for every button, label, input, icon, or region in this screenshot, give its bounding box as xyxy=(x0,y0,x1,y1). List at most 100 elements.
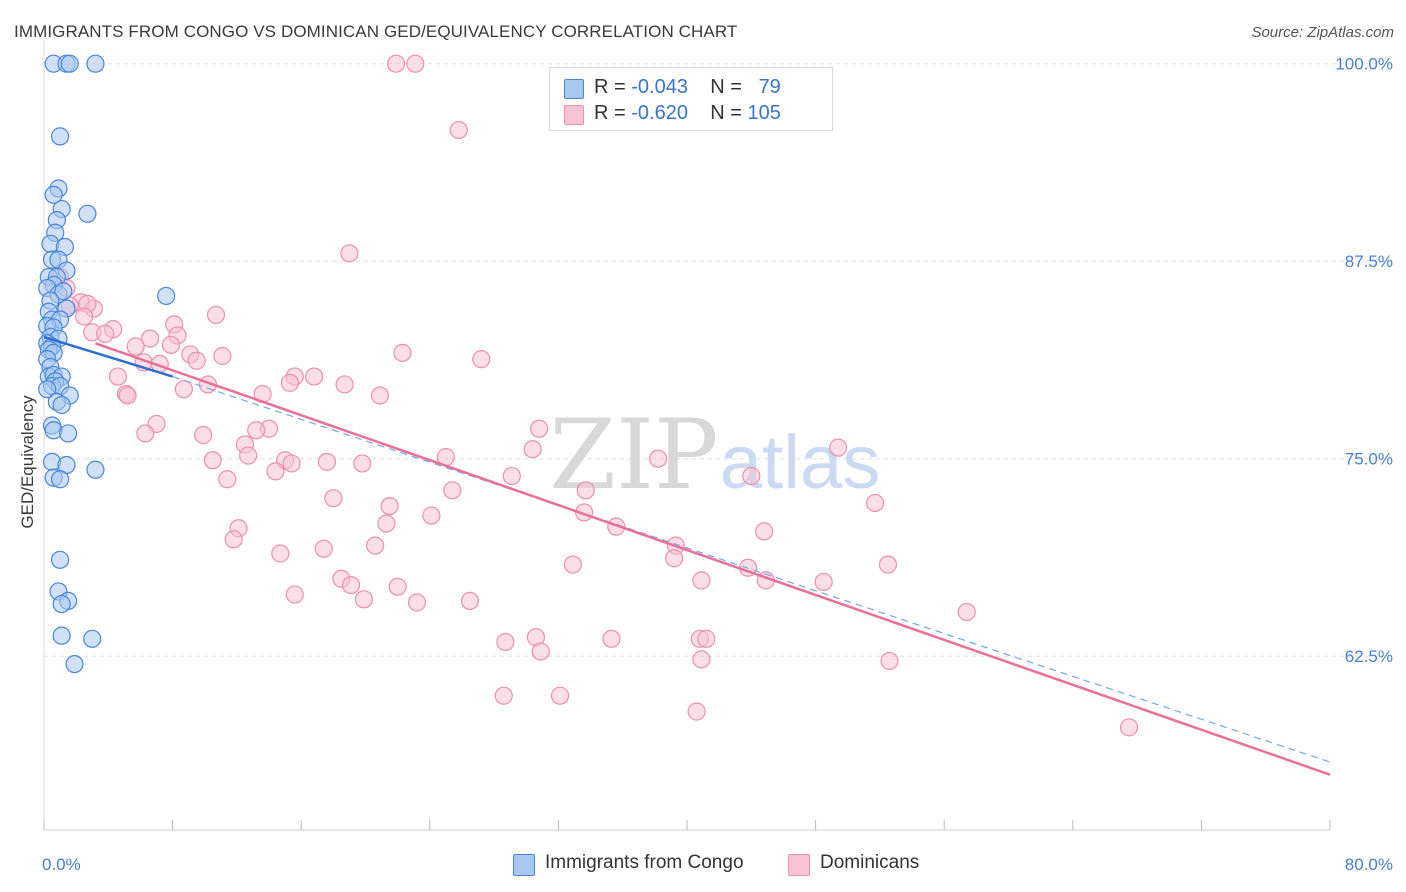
congo-point xyxy=(52,594,71,614)
dominican-point xyxy=(126,337,145,356)
dominican-point xyxy=(380,497,399,516)
dominican-point xyxy=(665,549,684,568)
dominican-point xyxy=(317,452,337,471)
axes xyxy=(43,40,1331,831)
legend-swatch-congo xyxy=(513,854,535,876)
grid-lines xyxy=(44,63,1394,657)
dominican-point xyxy=(494,686,513,705)
dominican-point xyxy=(755,522,774,541)
dominican-point xyxy=(563,555,582,574)
dominican-point xyxy=(161,335,181,355)
dominican-point xyxy=(880,651,899,671)
dominican-point xyxy=(550,686,570,705)
congo-points xyxy=(38,54,176,674)
dominican-point xyxy=(239,446,258,465)
congo-point xyxy=(86,460,105,479)
dominican-point xyxy=(523,440,542,459)
congo-trend-line xyxy=(43,335,173,378)
dominican-point xyxy=(449,120,468,140)
dominican-point xyxy=(407,593,427,612)
dominican-point xyxy=(187,351,206,370)
dominican-point xyxy=(140,329,160,348)
chart-title: IMMIGRANTS FROM CONGO VS DOMINICAN GED/E… xyxy=(14,22,738,41)
congo-point xyxy=(86,54,105,73)
y-tick-label: 75.0% xyxy=(1345,450,1393,469)
watermark: ZIP atlas xyxy=(549,399,880,511)
legend-label-dominican: Dominicans xyxy=(820,852,920,873)
congo-point xyxy=(50,470,70,489)
dominican-point xyxy=(203,451,222,470)
x-tick-label: 80.0% xyxy=(1345,855,1393,874)
watermark-atlas: atlas xyxy=(720,420,881,505)
dominican-point xyxy=(393,343,412,362)
dominican-point xyxy=(865,493,885,513)
dominican-point xyxy=(814,572,833,592)
legend-r-value-dominican: -0.620 xyxy=(631,102,688,124)
dominican-trend-line xyxy=(95,342,1331,776)
legend-r-label: R = xyxy=(594,76,626,98)
dominican-point xyxy=(282,454,301,473)
dominican-point xyxy=(335,375,354,394)
y-axis-label: GED/Equivalency xyxy=(18,395,37,529)
dominican-point xyxy=(496,632,515,652)
congo-point xyxy=(54,282,73,301)
dominican-point xyxy=(218,470,237,489)
dominican-point xyxy=(692,571,711,590)
dominican-point xyxy=(95,324,115,343)
dominican-point xyxy=(194,425,213,445)
dominican-point xyxy=(502,466,521,486)
dominican-point xyxy=(370,386,390,405)
dominican-point xyxy=(530,419,549,438)
congo-point xyxy=(78,204,97,223)
dominican-point xyxy=(602,629,621,648)
congo-point xyxy=(38,380,57,399)
dominican-point xyxy=(687,702,706,721)
dominican-point xyxy=(353,454,372,473)
y-tick-label: 87.5% xyxy=(1345,252,1393,271)
dominican-point xyxy=(108,367,128,386)
tick-labels: 100.0% 87.5% 75.0% 62.5% 0.0% 80.0% xyxy=(42,55,1393,874)
congo-point xyxy=(83,629,102,648)
dominican-point xyxy=(304,367,324,386)
dominican-point xyxy=(648,449,668,468)
dominican-point xyxy=(341,575,361,595)
dominican-point xyxy=(443,481,462,500)
dominican-point xyxy=(406,54,425,73)
dominican-point xyxy=(324,489,343,508)
dominican-point xyxy=(266,462,285,481)
legend-n-value-congo: 79 xyxy=(758,76,781,98)
dominican-point xyxy=(692,650,711,669)
congo-point xyxy=(52,626,71,645)
source-label: Source: ZipAtlas.com xyxy=(1251,24,1394,41)
legend-swatch-congo xyxy=(564,79,584,99)
dominican-point xyxy=(285,585,304,604)
congo-point xyxy=(50,127,70,146)
dominican-point xyxy=(280,373,300,392)
legend-r-value-congo: -0.043 xyxy=(631,76,688,98)
legend-swatch-dominican xyxy=(564,105,584,125)
dominican-point xyxy=(224,530,243,549)
dominican-point xyxy=(422,506,441,525)
dominican-point xyxy=(472,350,491,369)
dominican-point xyxy=(340,244,359,263)
congo-point xyxy=(52,395,71,415)
watermark-zip: ZIP xyxy=(549,399,718,511)
y-tick-label: 62.5% xyxy=(1345,647,1393,666)
legend-swatch-dominican xyxy=(788,854,810,876)
congo-point xyxy=(50,550,70,569)
dominican-point xyxy=(314,539,333,558)
dominican-point xyxy=(136,424,155,443)
congo-point xyxy=(60,54,79,73)
y-tick-label: 100.0% xyxy=(1335,55,1393,74)
legend-label-congo: Immigrants from Congo xyxy=(545,852,744,873)
trend-lines xyxy=(43,335,1331,776)
dominican-point xyxy=(388,577,407,596)
x-tick-label: 0.0% xyxy=(42,855,81,874)
dominican-point xyxy=(460,591,480,611)
legend-n-label: N = xyxy=(710,102,742,124)
dominican-point xyxy=(75,307,94,326)
dominican-point xyxy=(377,514,396,533)
legend-n-value-dominican: 105 xyxy=(747,102,781,124)
dominican-point xyxy=(531,642,550,661)
